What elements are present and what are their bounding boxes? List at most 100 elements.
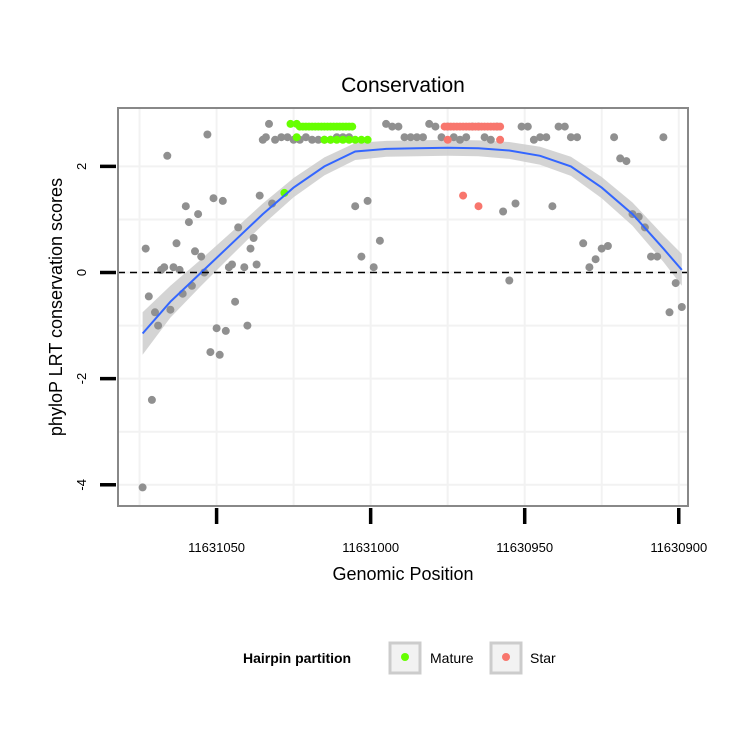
point-other: [154, 321, 163, 330]
point-other: [456, 135, 464, 144]
point-other: [206, 348, 215, 357]
point-other: [573, 133, 582, 142]
point-other: [449, 133, 458, 142]
point-star: [459, 191, 468, 200]
point-other: [665, 308, 674, 317]
legend-dot-mature: [401, 653, 409, 661]
point-other: [308, 135, 317, 144]
x-tick-label: 11630950: [496, 540, 553, 555]
point-other: [486, 135, 495, 144]
point-mature: [292, 133, 301, 142]
x-tick-label: 11630900: [650, 540, 707, 555]
point-other: [610, 133, 619, 142]
point-star: [474, 202, 483, 211]
point-other: [579, 239, 588, 248]
y-axis-label: phyloP LRT conservation scores: [46, 178, 66, 436]
point-other: [603, 242, 612, 250]
legend-dot-star: [502, 653, 510, 661]
point-other: [585, 263, 594, 272]
point-other: [499, 207, 508, 216]
point-other: [671, 279, 680, 288]
point-other: [659, 133, 668, 142]
point-other: [246, 244, 255, 253]
point-other: [542, 133, 551, 142]
y-tick-label: 0: [74, 269, 89, 276]
point-other: [560, 122, 569, 131]
point-mature: [345, 135, 354, 144]
y-tick-label: -2: [74, 373, 89, 385]
point-other: [517, 122, 526, 131]
point-other: [677, 303, 686, 311]
point-other: [653, 252, 662, 261]
point-star: [443, 135, 452, 144]
point-other: [394, 122, 403, 131]
point-other: [382, 119, 391, 128]
point-other: [375, 236, 384, 245]
point-other: [431, 122, 440, 131]
point-other: [234, 223, 243, 232]
point-other: [194, 210, 203, 219]
point-mature: [332, 135, 341, 144]
point-other: [212, 324, 221, 333]
smooth-fit-line: [141, 146, 683, 335]
point-other: [480, 133, 489, 142]
point-other: [265, 119, 273, 128]
point-other: [566, 133, 575, 142]
point-other: [437, 133, 446, 142]
point-other: [357, 252, 366, 261]
legend-key-mature: [388, 641, 422, 675]
gridlines: [118, 108, 688, 506]
point-mature: [326, 135, 335, 144]
legend-title: Hairpin partition: [243, 650, 351, 666]
point-other: [406, 133, 415, 142]
point-other: [622, 157, 631, 166]
point-mature: [348, 122, 357, 131]
point-mature: [363, 135, 372, 144]
point-other: [425, 119, 434, 128]
y-tick-label: -4: [74, 479, 89, 491]
point-mature: [357, 135, 366, 144]
y-axis: -4 -2 0 2: [74, 163, 116, 491]
point-other: [144, 292, 153, 301]
point-other: [351, 202, 360, 211]
point-other: [147, 395, 156, 404]
point-other: [412, 133, 421, 142]
point-other: [138, 483, 147, 492]
point-mature: [320, 135, 329, 144]
point-other: [647, 252, 655, 261]
x-tick-label: 11631000: [342, 540, 399, 555]
point-other: [536, 133, 545, 142]
point-other: [283, 133, 292, 142]
point-other: [184, 218, 193, 227]
point-other: [529, 135, 538, 144]
point-other: [548, 202, 557, 211]
legend-label-mature: Mature: [430, 650, 474, 666]
point-other: [505, 276, 514, 285]
point-other: [240, 263, 249, 272]
point-other: [166, 305, 175, 314]
point-other: [203, 130, 212, 139]
point-other: [228, 260, 236, 269]
point-other: [388, 122, 397, 131]
point-other: [197, 252, 206, 261]
point-other: [271, 135, 280, 144]
legend: Hairpin partition Mature Star: [243, 641, 556, 675]
x-tick-label: 11631050: [188, 540, 245, 555]
chart-title: Conservation: [341, 74, 465, 97]
point-other: [163, 151, 172, 160]
point-other: [363, 196, 372, 205]
point-other: [141, 244, 150, 253]
plot-panel-border: [117, 107, 689, 507]
smooth-confidence-ribbon: [142, 139, 682, 355]
point-other: [462, 133, 471, 142]
point-other: [151, 308, 159, 317]
legend-label-star: Star: [530, 650, 556, 666]
point-other: [172, 239, 181, 248]
point-other: [255, 191, 264, 200]
point-other: [169, 263, 178, 272]
point-other: [400, 133, 409, 142]
point-other: [597, 244, 606, 253]
point-other: [181, 202, 190, 211]
point-other: [215, 350, 224, 359]
